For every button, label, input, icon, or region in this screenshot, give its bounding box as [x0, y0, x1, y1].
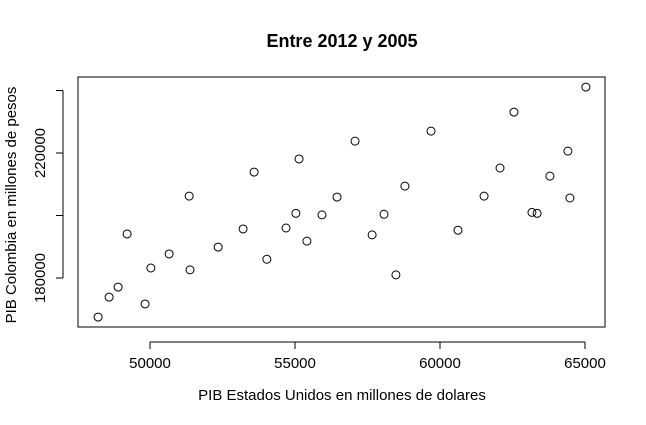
point [140, 299, 150, 309]
point [545, 171, 555, 181]
point [262, 254, 272, 264]
point [291, 208, 301, 218]
y-tick-label: 180000 [32, 253, 49, 303]
point [213, 242, 223, 252]
point [400, 181, 410, 191]
point [367, 230, 377, 240]
x-tick-label: 65000 [564, 355, 606, 372]
point [93, 312, 103, 322]
point [532, 208, 542, 218]
point [479, 191, 489, 201]
point [391, 270, 401, 280]
point [146, 263, 156, 273]
y-tick-label: 220000 [32, 128, 49, 178]
x-tick-label: 60000 [419, 355, 461, 372]
point [495, 163, 505, 173]
point [563, 146, 573, 156]
point [317, 210, 327, 220]
point [294, 154, 304, 164]
point [332, 192, 342, 202]
plot-frame [77, 76, 606, 328]
point [527, 207, 537, 217]
point [350, 136, 360, 146]
point [565, 193, 575, 203]
point [581, 82, 591, 92]
point [379, 209, 389, 219]
point [113, 282, 123, 292]
point [185, 265, 195, 275]
x-tick-label: 55000 [274, 355, 316, 372]
point [453, 225, 463, 235]
chart-title: Entre 2012 y 2005 [266, 31, 417, 51]
point [509, 107, 519, 117]
point [104, 292, 114, 302]
point [426, 126, 436, 136]
y-axis-label: PIB Colombia en millones de pesos [3, 87, 20, 324]
point [164, 249, 174, 259]
point [302, 236, 312, 246]
point [249, 167, 259, 177]
x-tick-label: 50000 [129, 355, 171, 372]
x-axis-label: PIB Estados Unidos en millones de dolare… [198, 387, 486, 404]
point [184, 191, 194, 201]
point [122, 229, 132, 239]
point [238, 224, 248, 234]
point [281, 223, 291, 233]
